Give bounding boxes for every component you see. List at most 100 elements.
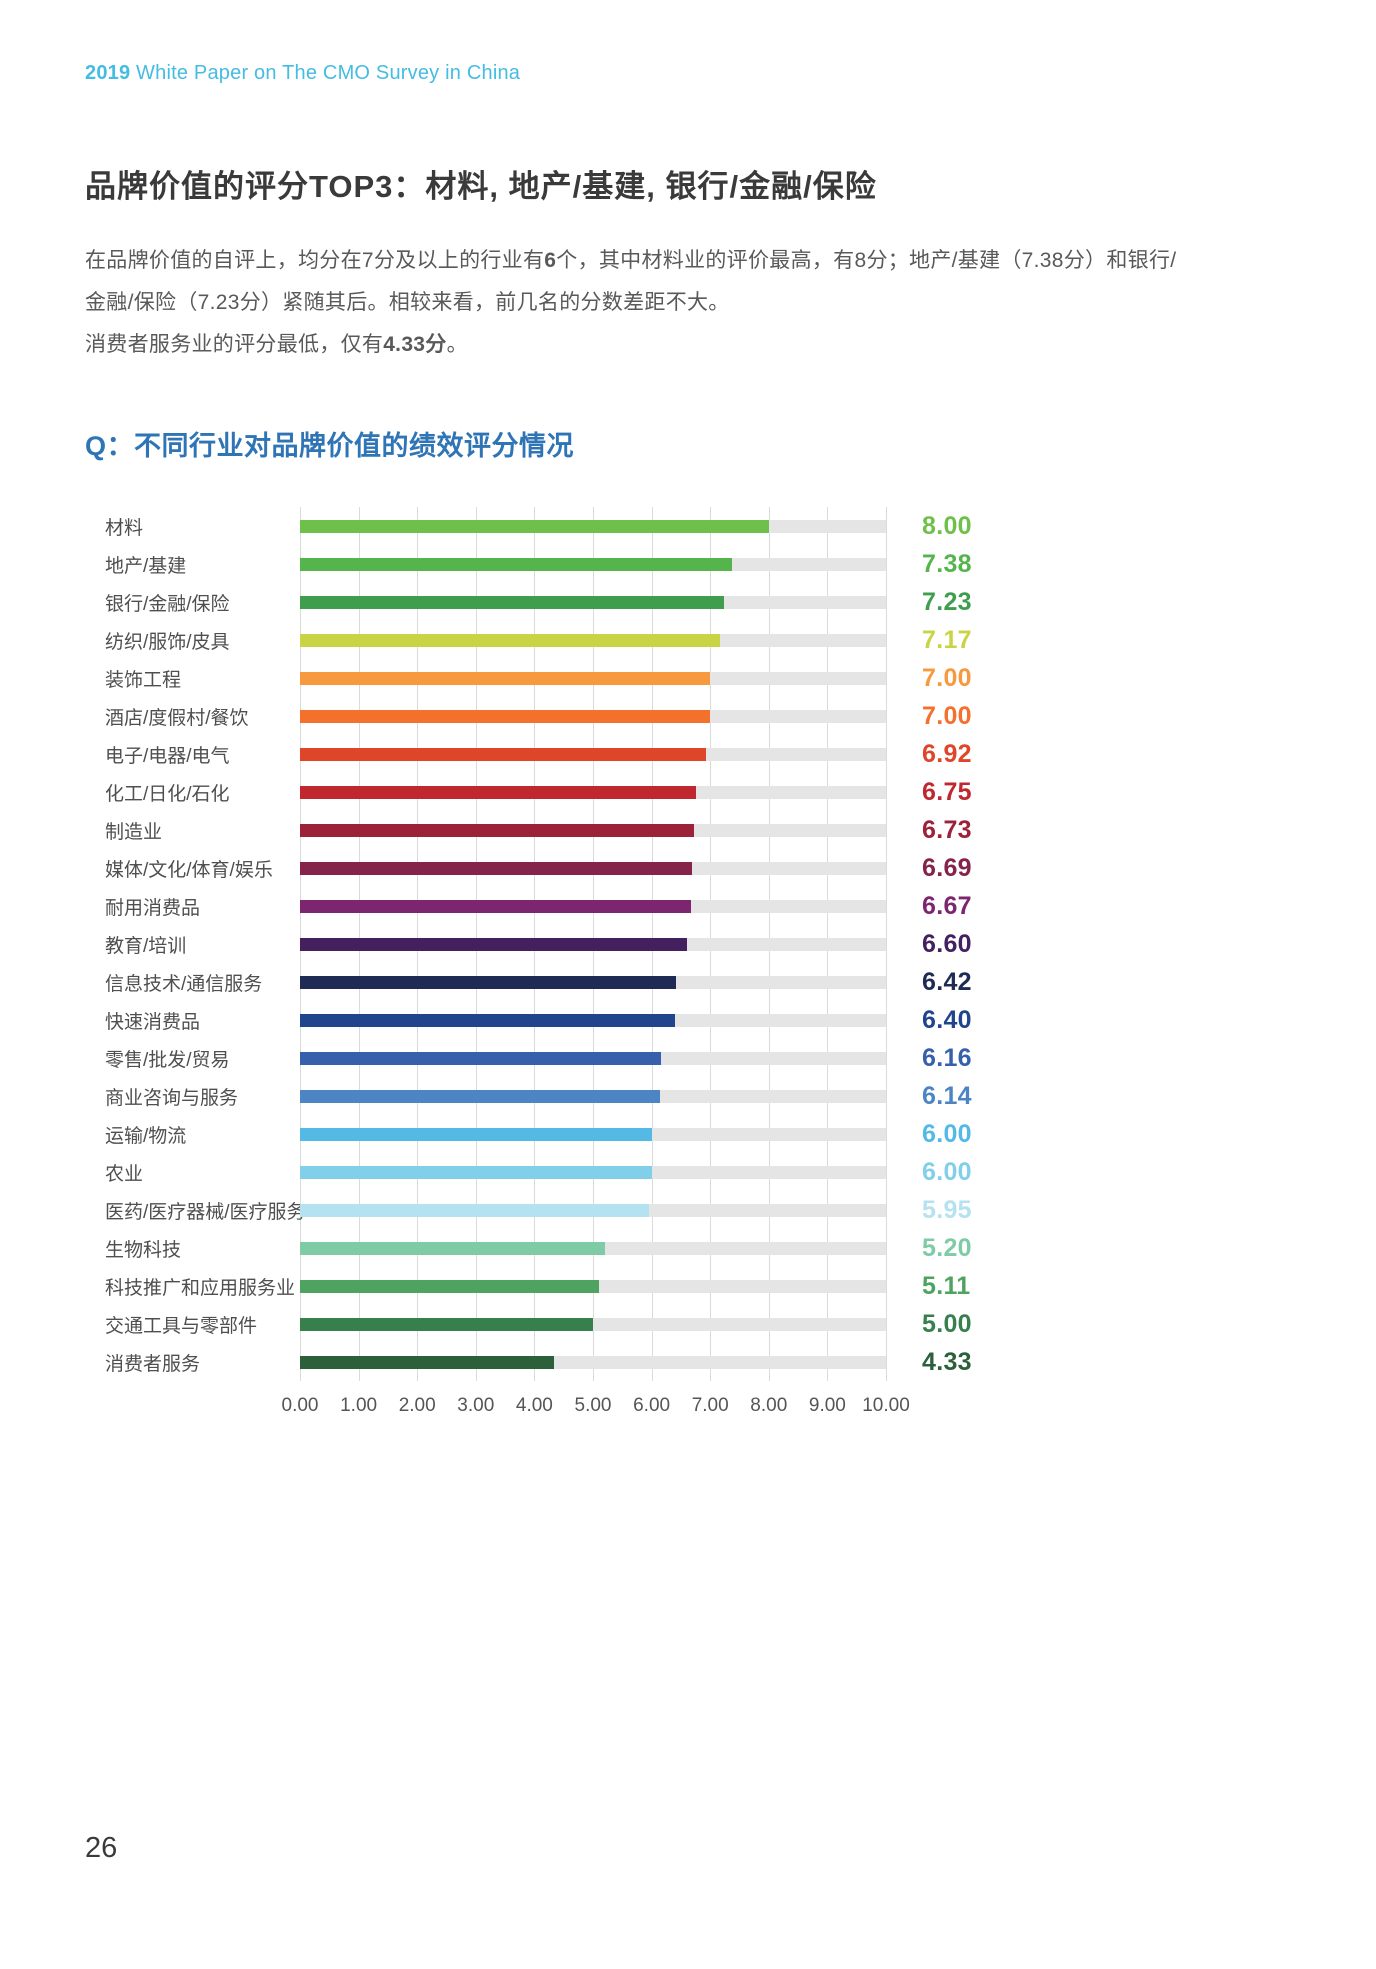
value-label: 8.00 <box>922 511 972 540</box>
category-label: 电子/电器/电气 <box>105 745 230 767</box>
value-label: 6.60 <box>922 929 972 958</box>
value-label: 7.00 <box>922 701 972 730</box>
value-label: 6.73 <box>922 815 972 844</box>
section-title: 品牌价值的评分TOP3：材料, 地产/基建, 银行/金融/保险 <box>85 169 877 204</box>
chart-row: 零售/批发/贸易 6.16 <box>85 1039 1291 1077</box>
bar-track <box>300 557 886 571</box>
value-label: 6.00 <box>922 1119 972 1148</box>
bar <box>300 595 724 609</box>
bar-track <box>300 1013 886 1027</box>
text-run: 个，其中材料业的评价最高，有8分；地产/基建（7.38分）和银行/金融/保险（7… <box>85 249 1177 314</box>
text-run: 在品牌价值的自评上，均分在7分及以上的行业有 <box>85 249 545 272</box>
chart-row: 交通工具与零部件 5.00 <box>85 1305 1291 1343</box>
value-label: 7.00 <box>922 663 972 692</box>
bar-track <box>300 519 886 533</box>
bar <box>300 1317 593 1331</box>
chart-row: 农业 6.00 <box>85 1153 1291 1191</box>
x-tick-label: 1.00 <box>340 1395 378 1416</box>
chart-row: 酒店/度假村/餐饮 7.00 <box>85 697 1291 735</box>
category-label: 酒店/度假村/餐饮 <box>105 707 249 729</box>
bar <box>300 1127 652 1141</box>
bar <box>300 1165 652 1179</box>
chart-plot-area: 材料 8.00 地产/基建 7.38 银行/金融/保险 7.23 纺织/服饰/皮具 7.17 装… <box>85 507 1291 1381</box>
category-label: 商业咨询与服务 <box>105 1087 239 1109</box>
category-label: 医药/医疗器械/医疗服务 <box>105 1201 306 1223</box>
gridline <box>886 507 887 1381</box>
x-tick-label: 6.00 <box>633 1395 671 1416</box>
value-label: 6.00 <box>922 1157 972 1186</box>
x-tick-label: 4.00 <box>515 1395 553 1416</box>
bar-track <box>300 861 886 875</box>
category-label: 农业 <box>105 1163 144 1185</box>
chart-row: 制造业 6.73 <box>85 811 1291 849</box>
text-run: 4.33分 <box>383 333 447 356</box>
category-label: 制造业 <box>105 821 163 843</box>
value-label: 6.42 <box>922 967 972 996</box>
bar <box>300 1241 605 1255</box>
category-label: 交通工具与零部件 <box>105 1315 258 1337</box>
category-label: 消费者服务 <box>105 1353 201 1375</box>
bar-track <box>300 1089 886 1103</box>
bar-track <box>300 1241 886 1255</box>
category-label: 快速消费品 <box>105 1011 201 1033</box>
chart-row: 地产/基建 7.38 <box>85 545 1291 583</box>
x-axis: 0.00 1.00 2.00 3.00 4.00 5.00 6.00 7.00 8.00 9.00… <box>282 1395 910 1431</box>
value-label: 5.95 <box>922 1195 972 1224</box>
page-header: 2019 White Paper on The CMO Survey in Ch… <box>85 62 1291 85</box>
bar-track <box>300 899 886 913</box>
bar-track <box>300 1203 886 1217</box>
bar-track <box>300 823 886 837</box>
bar <box>300 1089 660 1103</box>
bar-track <box>300 785 886 799</box>
chart-rows: 材料 8.00 地产/基建 7.38 银行/金融/保险 7.23 纺织/服饰/皮具 7.17 装… <box>85 507 1291 1381</box>
category-label: 化工/日化/石化 <box>105 783 230 805</box>
bar <box>300 861 693 875</box>
bar <box>300 1013 676 1027</box>
category-label: 信息技术/通信服务 <box>105 973 263 995</box>
bar <box>300 823 695 837</box>
bar <box>300 1355 554 1369</box>
value-label: 6.14 <box>922 1081 972 1110</box>
x-tick-label: 5.00 <box>574 1395 612 1416</box>
value-label: 5.11 <box>922 1271 971 1300</box>
x-tick-label: 7.00 <box>691 1395 729 1416</box>
x-tick-label: 3.00 <box>457 1395 495 1416</box>
bar-track <box>300 937 886 951</box>
bar-track <box>300 709 886 723</box>
value-label: 6.16 <box>922 1043 972 1072</box>
x-tick-label: 2.00 <box>398 1395 436 1416</box>
value-label: 7.38 <box>922 549 972 578</box>
page-number: 26 <box>85 1832 118 1864</box>
chart-question-title: Q：不同行业对品牌价值的绩效评分情况 <box>85 431 575 461</box>
bar-track <box>300 595 886 609</box>
value-label: 6.67 <box>922 891 972 920</box>
chart-row: 教育/培训 6.60 <box>85 925 1291 963</box>
category-label: 教育/培训 <box>105 935 187 957</box>
bar <box>300 557 733 571</box>
text-run: 。 <box>446 333 468 356</box>
bar <box>300 1279 600 1293</box>
chart-row: 科技推广和应用服务业 5.11 <box>85 1267 1291 1305</box>
chart-row: 消费者服务 4.33 <box>85 1343 1291 1381</box>
bar-track <box>300 747 886 761</box>
bar <box>300 747 706 761</box>
chart-row: 商业咨询与服务 6.14 <box>85 1077 1291 1115</box>
value-label: 7.23 <box>922 587 972 616</box>
bar-track <box>300 975 886 989</box>
category-label: 纺织/服饰/皮具 <box>105 631 230 653</box>
bar <box>300 785 696 799</box>
bar <box>300 519 769 533</box>
x-tick-label: 8.00 <box>750 1395 788 1416</box>
bar-track <box>300 1127 886 1141</box>
bar-track <box>300 671 886 685</box>
bar-chart: 材料 8.00 地产/基建 7.38 银行/金融/保险 7.23 纺织/服饰/皮具 7.17 装… <box>85 507 1291 1431</box>
paragraph-2: 消费者服务业的评分最低，仅有4.33分。 <box>85 324 1190 366</box>
text-run: White Paper on The CMO Survey in China <box>130 62 521 84</box>
chart-row: 装饰工程 7.00 <box>85 659 1291 697</box>
chart-row: 化工/日化/石化 6.75 <box>85 773 1291 811</box>
bar <box>300 709 711 723</box>
category-label: 零售/批发/贸易 <box>105 1049 230 1071</box>
x-tick-label: 9.00 <box>808 1395 846 1416</box>
value-label: 4.33 <box>922 1347 972 1376</box>
category-label: 材料 <box>105 517 144 539</box>
